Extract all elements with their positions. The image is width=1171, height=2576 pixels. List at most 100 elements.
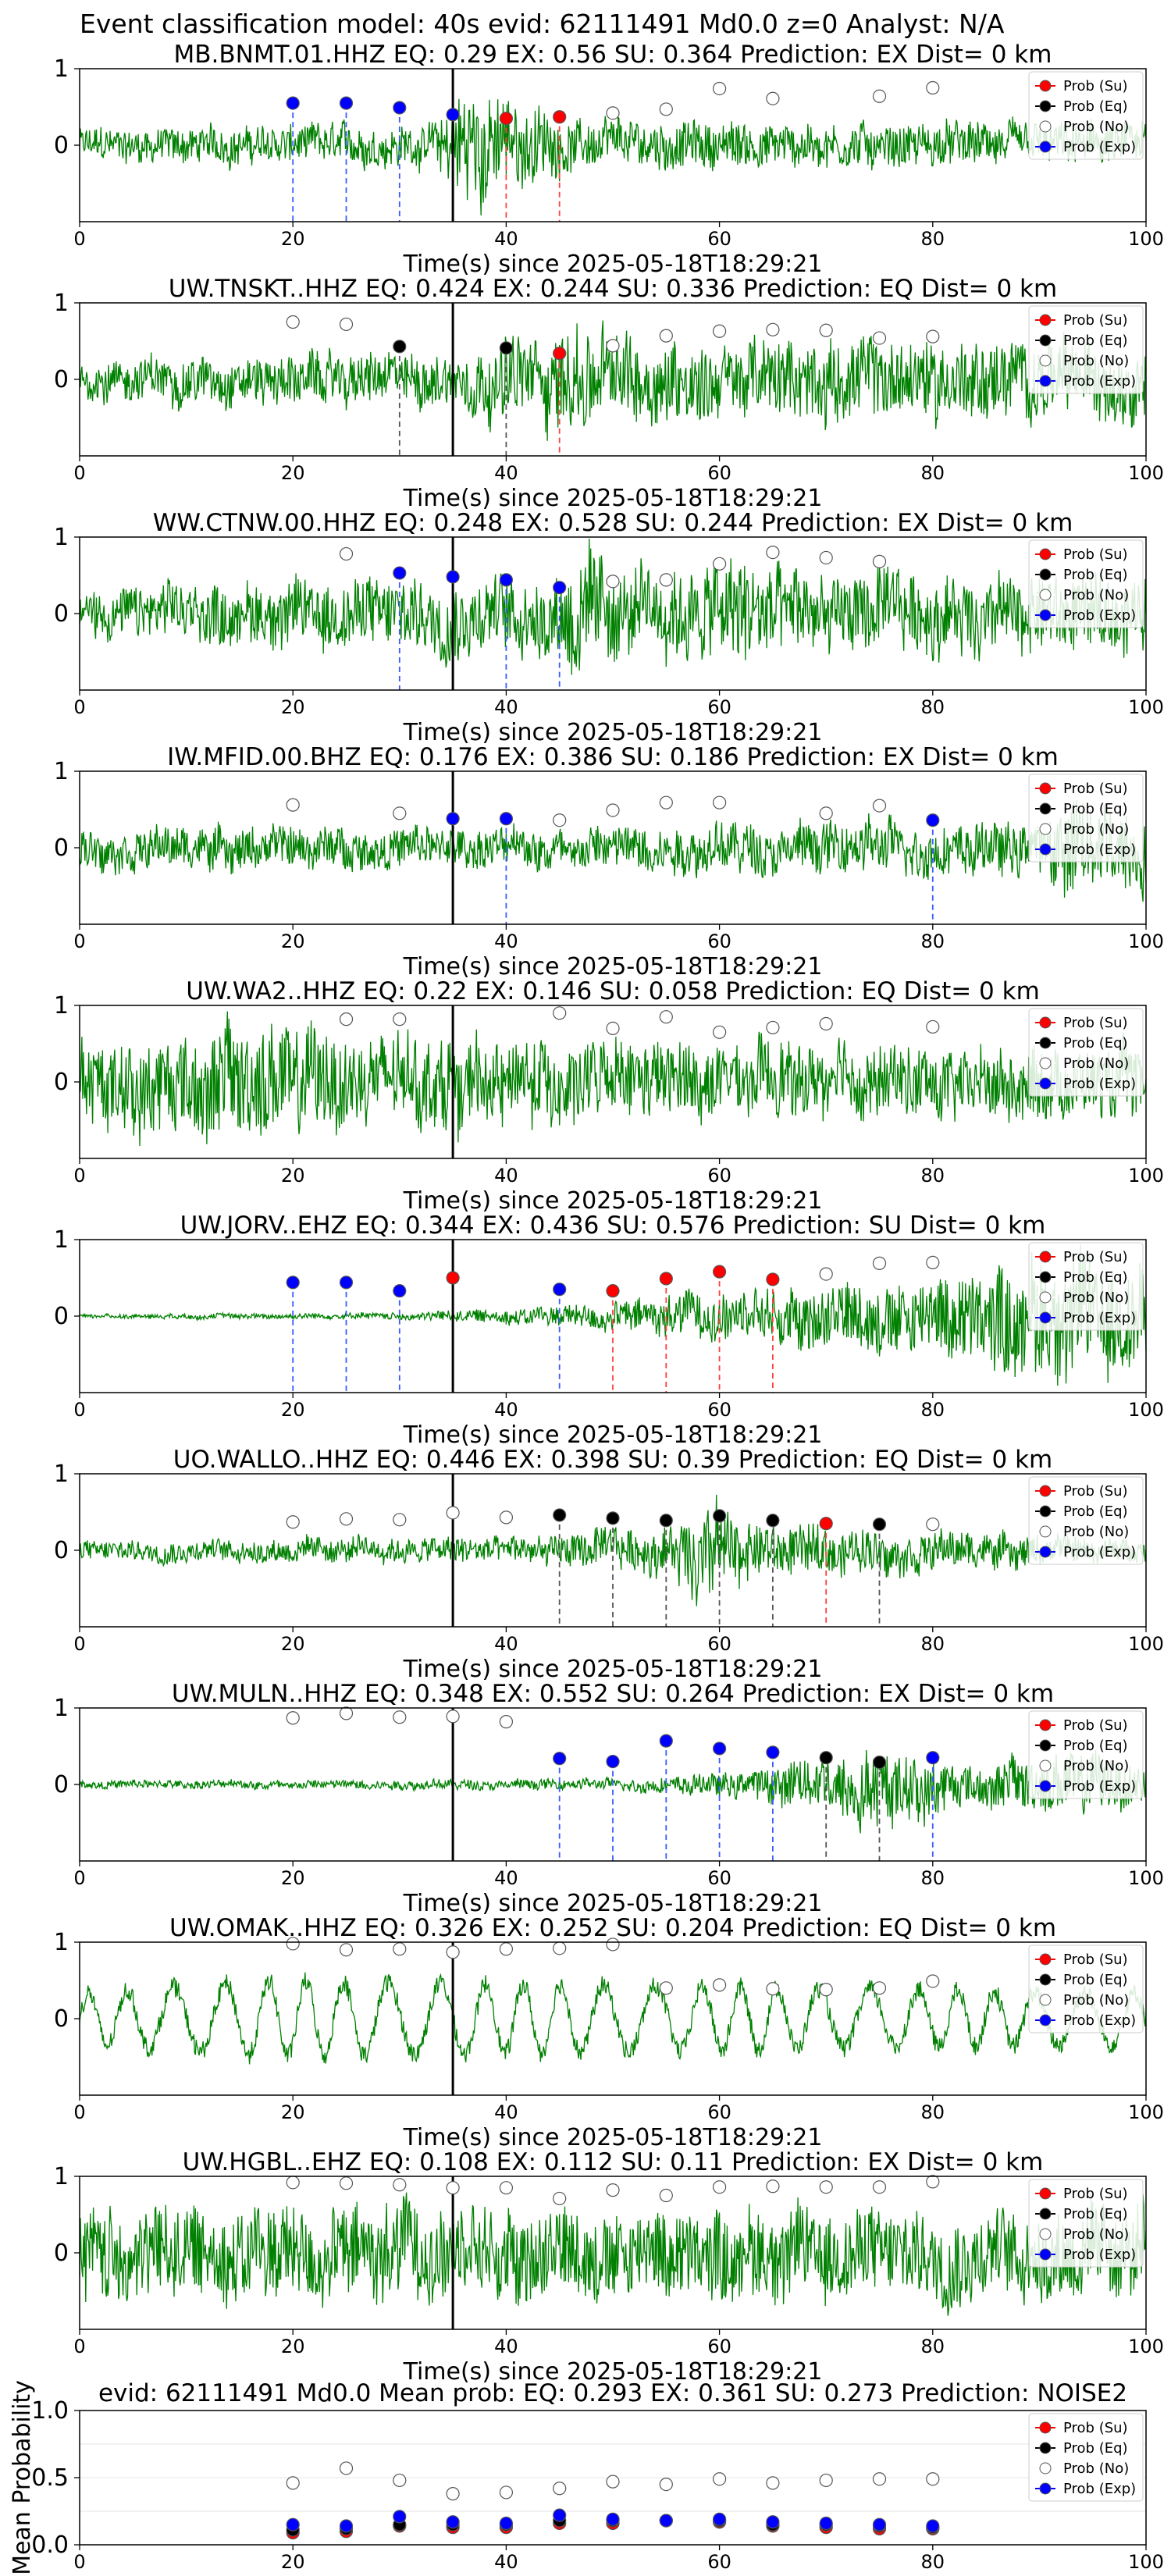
legend-marker-su	[1039, 548, 1052, 560]
y-tick-label: 1	[54, 1695, 69, 1722]
prob-marker-no	[499, 1510, 514, 1525]
prob-marker-eq	[766, 1514, 780, 1528]
y-axis-label: Mean Probability	[9, 2380, 36, 2575]
prob-marker-no	[872, 554, 887, 568]
panel-title: UW.HGBL..EHZ EQ: 0.108 EX: 0.112 SU: 0.1…	[183, 2148, 1044, 2176]
prob-marker-no	[926, 80, 940, 95]
legend-marker-exp	[1039, 1780, 1052, 1792]
legend-box	[1028, 1476, 1144, 1565]
mean-point-no	[819, 2473, 833, 2488]
x-tick-label: 0	[73, 2101, 85, 2123]
prob-marker-su	[553, 347, 567, 361]
x-tick-label: 60	[707, 1633, 731, 1655]
prob-marker-no	[446, 1710, 460, 1724]
prob-marker-su	[499, 112, 514, 126]
x-tick-label: 0	[73, 462, 85, 484]
prob-marker-no	[926, 1255, 940, 1270]
prob-marker-no	[499, 1942, 514, 1956]
legend-marker-exp	[1039, 2248, 1052, 2261]
legend: Prob (Su) Prob (Eq) Prob (No) Prob (Exp)	[1028, 1008, 1144, 1097]
x-tick-label: 0	[73, 1867, 85, 1889]
prob-marker-no	[819, 2180, 833, 2194]
x-tick-label: 60	[707, 1867, 731, 1889]
legend-marker-exp	[1039, 375, 1052, 387]
prob-marker-no	[606, 1937, 620, 1952]
mean-point-exp	[286, 2517, 300, 2532]
prob-marker-no	[872, 799, 887, 813]
prob-marker-exp	[926, 813, 940, 827]
legend: Prob (Su) Prob (Eq) Prob (No) Prob (Exp)	[1028, 305, 1144, 394]
prob-marker-exp	[446, 108, 460, 122]
prob-marker-exp	[499, 812, 514, 826]
legend-label: Prob (No)	[1063, 821, 1129, 838]
prob-marker-no	[926, 1019, 940, 1034]
legend-label: Prob (Eq)	[1063, 1738, 1128, 1754]
prob-marker-no	[606, 106, 620, 120]
legend-label: Prob (Exp)	[1063, 1778, 1136, 1795]
prob-marker-no	[766, 545, 780, 560]
x-tick-label: 100	[1128, 1633, 1164, 1655]
prob-marker-no	[659, 2188, 673, 2203]
x-tick-label: 0	[73, 930, 85, 952]
prob-marker-no	[872, 2180, 887, 2194]
mean-panel-title: evid: 62111491 Md0.0 Mean prob: EQ: 0.29…	[98, 2379, 1127, 2407]
prob-marker-no	[339, 1512, 354, 1526]
legend-label: Prob (No)	[1063, 1055, 1129, 1072]
legend-marker-exp	[1039, 843, 1052, 856]
legend-marker-exp	[1039, 2014, 1052, 2026]
prob-marker-no	[766, 322, 780, 336]
prob-marker-no	[446, 2181, 460, 2195]
waveform-trace	[79, 2192, 1147, 2316]
prob-marker-no	[659, 1010, 673, 1024]
x-tick-label: 60	[707, 2336, 731, 2357]
y-tick-label: 1	[54, 2163, 69, 2190]
x-tick-label: 0	[73, 2336, 85, 2357]
legend-marker-exp	[1039, 1077, 1052, 1090]
legend: Prob (Su) Prob (Eq) Prob (No) Prob (Exp)	[1028, 71, 1144, 160]
prob-marker-no	[286, 2176, 300, 2190]
legend-marker-exp	[1039, 2482, 1052, 2495]
legend-box	[1028, 1944, 1144, 2033]
station-panel-1: UW.TNSKT..HHZ EQ: 0.424 EX: 0.244 SU: 0.…	[54, 275, 1164, 512]
legend-label: Prob (No)	[1063, 2460, 1129, 2477]
y-tick-label: 1	[54, 1226, 69, 1254]
prob-marker-no	[926, 1974, 940, 1988]
legend-marker-su	[1039, 1953, 1052, 1966]
prob-marker-exp	[766, 1745, 780, 1759]
legend-marker-no	[1039, 1525, 1052, 1538]
legend-marker-eq	[1039, 802, 1052, 815]
station-panel-6: UO.WALLO..HHZ EQ: 0.446 EX: 0.398 SU: 0.…	[54, 1446, 1164, 1683]
x-tick-label: 40	[494, 1633, 518, 1655]
legend: Prob (Su) Prob (Eq) Prob (No) Prob (Exp)	[1028, 1710, 1144, 1799]
panel-title: UW.OMAK..HHZ EQ: 0.326 EX: 0.252 SU: 0.2…	[169, 1914, 1056, 1942]
station-panel-4: UW.WA2..HHZ EQ: 0.22 EX: 0.146 SU: 0.058…	[54, 977, 1164, 1215]
mean-point-no	[393, 2473, 407, 2488]
prob-marker-no	[339, 1943, 354, 1957]
prob-marker-no	[712, 557, 727, 571]
x-tick-label: 80	[921, 2551, 945, 2573]
mean-point-no	[659, 2478, 673, 2492]
legend-label: Prob (Su)	[1063, 2186, 1128, 2202]
prob-marker-su	[766, 1272, 780, 1286]
legend-label: Prob (Eq)	[1063, 2206, 1128, 2222]
prob-marker-no	[819, 1016, 833, 1031]
y-tick-label: 1	[54, 524, 69, 551]
legend-marker-eq	[1039, 2442, 1052, 2454]
x-tick-label: 100	[1128, 930, 1164, 952]
prob-marker-exp	[553, 1283, 567, 1297]
station-panels: MB.BNMT.01.HHZ EQ: 0.29 EX: 0.56 SU: 0.3…	[54, 41, 1164, 2386]
station-panel-5: UW.JORV..EHZ EQ: 0.344 EX: 0.436 SU: 0.5…	[54, 1212, 1164, 1449]
legend-box	[1028, 1710, 1144, 1799]
x-tick-label: 60	[707, 2101, 731, 2123]
legend-marker-su	[1039, 1251, 1052, 1263]
waveform-trace	[79, 1011, 1147, 1147]
prob-marker-no	[393, 1710, 407, 1724]
prob-marker-exp	[286, 1276, 300, 1290]
legend-marker-exp	[1039, 1311, 1052, 1324]
x-tick-label: 0	[73, 2551, 85, 2573]
x-tick-label: 80	[921, 462, 945, 484]
figure-suptitle: Event classification model: 40s evid: 62…	[80, 9, 1005, 39]
prob-marker-no	[872, 331, 887, 345]
y-tick-label: 1	[54, 1461, 69, 1488]
prob-marker-no	[926, 329, 940, 343]
